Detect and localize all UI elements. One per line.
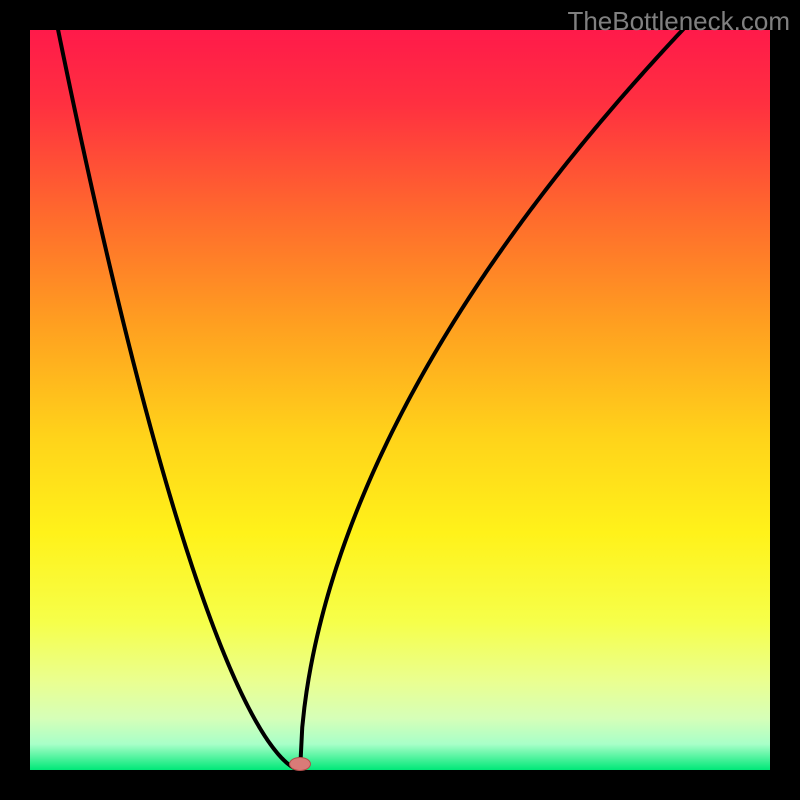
chart-stage: TheBottleneck.com <box>0 0 800 800</box>
bottleneck-curve <box>58 30 770 770</box>
curve-layer <box>30 30 770 770</box>
plot-area <box>30 30 770 770</box>
watermark-text: TheBottleneck.com <box>567 6 790 37</box>
optimal-point-marker <box>289 757 311 771</box>
